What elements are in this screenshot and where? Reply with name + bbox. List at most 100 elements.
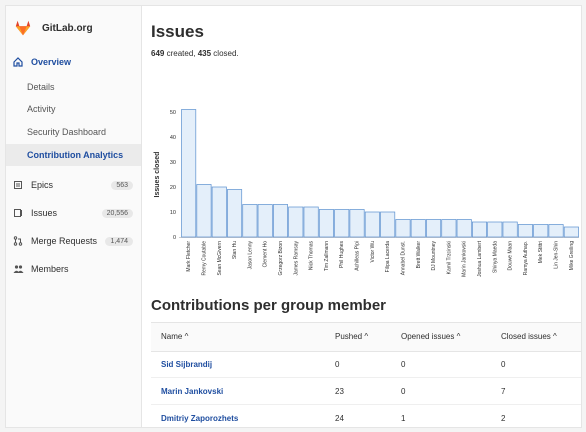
brand-name: GitLab.org <box>42 22 93 34</box>
x-tick-label: Kamil Trzcinski <box>446 241 452 274</box>
column-header-closed-issues[interactable]: Closed issues ^ <box>501 332 557 341</box>
members-icon <box>12 263 24 275</box>
x-tick-label: Filipa Lacerda <box>385 241 391 273</box>
x-tick-label: Joshua Lambert <box>477 240 483 276</box>
chart-bar[interactable] <box>517 224 533 238</box>
sidebar-subitem-contribution-analytics[interactable]: Contribution Analytics <box>6 144 141 166</box>
sidebar-subitem-activity[interactable]: Activity <box>6 98 141 120</box>
chart-bar[interactable] <box>502 221 518 238</box>
x-tick-label: Ramya Authap. <box>523 241 529 275</box>
brand[interactable]: GitLab.org <box>14 18 93 38</box>
member-name-link[interactable]: Dmitriy Zaporozhets <box>161 414 239 423</box>
chart-bar[interactable] <box>242 204 258 238</box>
closed-count: 435 <box>197 49 212 58</box>
chart-bar[interactable] <box>471 221 488 238</box>
member-name-link[interactable]: Sid Sijbrandij <box>161 360 213 369</box>
sidebar-subitem-label: Security Dashboard <box>27 127 107 137</box>
opened-value: 0 <box>401 387 406 396</box>
chart-bar[interactable] <box>548 224 564 238</box>
y-tick-label: 30 <box>170 160 176 166</box>
sidebar-item-label: Issues <box>31 208 58 218</box>
table-row: Sid Sijbrandij 0 0 0 <box>151 351 581 378</box>
column-header-name[interactable]: Name ^ <box>161 332 189 341</box>
sidebar-item-issues[interactable]: Issues 20,556 <box>6 202 141 224</box>
sidebar: GitLab.org Overview Details Activity Sec… <box>6 6 142 427</box>
closed-value: 0 <box>501 360 506 369</box>
column-header-pushed[interactable]: Pushed ^ <box>335 332 369 341</box>
sidebar-item-label: Epics <box>31 180 54 190</box>
chart-bar[interactable] <box>410 219 426 238</box>
chart-bar[interactable] <box>364 211 380 238</box>
y-tick-label: 40 <box>170 135 176 141</box>
chart-bar[interactable] <box>426 219 442 238</box>
chart-bar[interactable] <box>380 211 396 238</box>
epic-icon <box>12 179 24 191</box>
sidebar-subitem-details[interactable]: Details <box>6 76 141 98</box>
chart-bar[interactable] <box>303 206 319 238</box>
gitlab-tanuki-icon <box>15 20 31 36</box>
x-tick-label: Phil Hughes <box>339 241 345 268</box>
main-content: Issues 649 created, 435 closed. Issues c… <box>151 6 581 427</box>
closed-value: 2 <box>501 414 506 423</box>
table-row: Marin Jankovski 23 0 7 <box>151 378 581 405</box>
x-tick-label: Brett Walker <box>416 241 422 269</box>
table-header: Name ^ Pushed ^ Opened issues ^ Closed i… <box>151 322 581 352</box>
x-tick-label: Clement Ho <box>263 241 269 268</box>
chart-bar[interactable] <box>456 219 472 238</box>
chart-bar[interactable] <box>211 186 227 238</box>
chart-bar[interactable] <box>288 206 304 238</box>
chart-bar[interactable] <box>349 209 365 238</box>
x-tick-label: Lin Jen-Shin <box>554 241 560 269</box>
x-tick-label: Annabel Dunst. <box>400 241 406 275</box>
sidebar-item-members[interactable]: Members <box>6 258 141 280</box>
chart-bar[interactable] <box>533 224 549 238</box>
closed-text: closed. <box>211 49 239 58</box>
x-tick-label: Stan Hu <box>232 241 238 259</box>
app-window: GitLab.org Overview Details Activity Sec… <box>5 5 582 428</box>
sidebar-item-label: Members <box>31 264 69 274</box>
pushed-value: 0 <box>335 360 340 369</box>
x-tick-label: Nick Thomas <box>309 241 315 271</box>
sidebar-item-epics[interactable]: Epics 563 <box>6 174 141 196</box>
chart-bar[interactable] <box>257 204 273 238</box>
x-tick-label: Jason Lenny <box>247 241 253 270</box>
chart-bar[interactable] <box>563 226 579 238</box>
x-tick-label: Mek Stittri <box>538 241 544 263</box>
x-tick-label: Victor Wu <box>370 241 376 263</box>
x-tick-label: James Ramsay <box>293 241 299 276</box>
opened-value: 0 <box>401 360 406 369</box>
x-tick-label: Shinya Maeda <box>492 241 498 273</box>
y-axis-label: Issues closed <box>154 152 161 198</box>
merge-request-icon <box>12 235 24 247</box>
chart-bar[interactable] <box>334 209 350 238</box>
sidebar-subitem-label: Activity <box>27 104 56 114</box>
chart-bar[interactable] <box>318 209 334 238</box>
issues-closed-chart: Issues closed 0 10 20 30 40 50 Mark Fletcher Rem… <box>154 109 579 277</box>
chart-bar[interactable] <box>227 189 243 238</box>
x-tick-label: Tim Zallmann <box>324 241 330 271</box>
x-tick-label: Mark Fletcher <box>186 241 192 272</box>
sidebar-item-label: Overview <box>31 57 72 67</box>
sidebar-item-overview[interactable]: Overview <box>6 51 141 73</box>
chart-bar[interactable] <box>395 219 411 238</box>
contributions-title: Contributions per group member <box>151 297 387 314</box>
count-badge: 1,474 <box>105 236 133 246</box>
chart-bar[interactable] <box>441 219 457 238</box>
column-header-opened-issues[interactable]: Opened issues ^ <box>401 332 461 341</box>
issues-stats: 649 created, 435 closed. <box>151 49 239 58</box>
chart-bar[interactable] <box>272 204 289 238</box>
pushed-value: 23 <box>335 387 344 396</box>
x-tick-label: Mike Greiling <box>569 241 575 270</box>
x-tick-label: Grzegorz Bizon <box>278 241 284 276</box>
x-tick-label: Remy Coutable <box>201 241 207 276</box>
sidebar-item-merge-requests[interactable]: Merge Requests 1,474 <box>6 230 141 252</box>
member-name-link[interactable]: Marin Jankovski <box>161 387 224 396</box>
chart-bar[interactable] <box>196 184 212 238</box>
count-badge: 20,556 <box>101 208 133 218</box>
chart-bar[interactable] <box>181 109 197 238</box>
issues-icon <box>12 207 24 219</box>
x-tick-label: Sean McGivern <box>217 241 223 276</box>
x-tick-label: Achilleas Pipi <box>355 241 361 271</box>
sidebar-subitem-security-dashboard[interactable]: Security Dashboard <box>6 121 141 143</box>
chart-bar[interactable] <box>487 221 503 238</box>
